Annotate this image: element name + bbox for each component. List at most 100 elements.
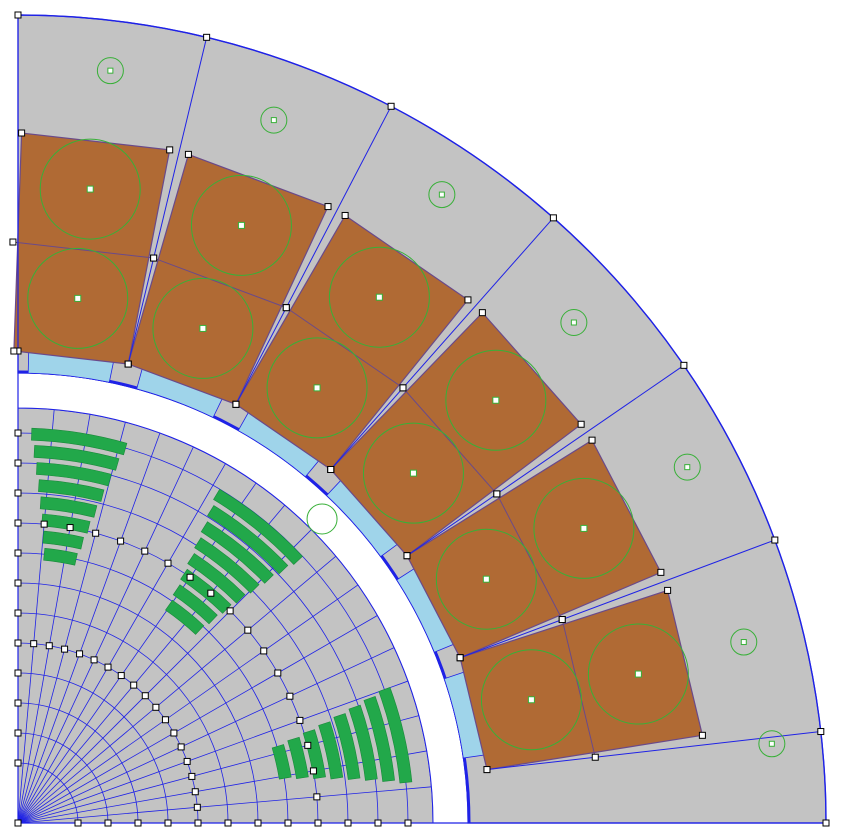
rotor-radial: [17, 680, 409, 824]
rotor-radial: [17, 715, 419, 824]
mesh-node: [344, 819, 352, 827]
magnet-bar: [363, 696, 395, 782]
conductor-circle: [435, 528, 537, 630]
magnet-bar: [194, 537, 260, 594]
mesh-node: [284, 819, 292, 827]
yoke-label-marker: [768, 740, 775, 747]
conductor-circle: [152, 277, 254, 379]
conductor-circle: [27, 247, 129, 349]
boundary-lines: [17, 14, 827, 824]
airgap-label-circle: [306, 503, 338, 535]
yoke-label-circle: [758, 730, 786, 758]
mesh-node: [170, 729, 178, 737]
magnet-bar: [333, 713, 361, 780]
block-labels: [74, 57, 786, 758]
yoke-label-marker: [107, 67, 114, 74]
magnet-bar: [287, 736, 309, 780]
magnet-bar: [38, 479, 105, 502]
mesh-node: [549, 214, 557, 222]
block-label-marker: [74, 294, 82, 302]
yoke-label-marker: [438, 191, 445, 198]
mesh-node: [141, 547, 149, 555]
magnet-bar: [200, 521, 274, 584]
mesh-node: [309, 767, 317, 775]
conductor-circle: [190, 174, 292, 276]
mesh-node: [244, 626, 252, 634]
mesh-node: [304, 741, 312, 749]
mesh-node: [104, 819, 112, 827]
mesh-node: [66, 524, 74, 532]
mesh-node: [483, 766, 491, 774]
mesh-node: [314, 819, 322, 827]
mesh-node: [817, 728, 825, 736]
outer-boundary: [17, 14, 827, 824]
mesh-node: [164, 559, 172, 567]
slot-divider: [285, 307, 404, 389]
mesh-node: [130, 681, 138, 689]
yoke-label-circle: [673, 453, 701, 481]
magnet-bar: [31, 427, 128, 456]
mesh-node: [282, 304, 290, 312]
block-label-marker: [492, 396, 500, 404]
mesh-node: [30, 640, 38, 648]
conductor-circle: [266, 337, 368, 439]
conductor-circle: [533, 477, 635, 579]
mesh-node: [14, 819, 22, 827]
mesh-node: [183, 757, 191, 765]
mesh-node: [14, 609, 22, 617]
magnet-bar: [187, 553, 246, 604]
mesh-node: [14, 429, 22, 437]
mesh-node: [150, 254, 158, 262]
yoke-label-circle: [560, 308, 588, 336]
mesh-node: [374, 819, 382, 827]
mesh-node: [161, 716, 169, 724]
tooth-boundary: [235, 106, 392, 405]
block-label-marker: [482, 575, 490, 583]
mesh-node: [464, 296, 472, 304]
block-label-marker: [409, 469, 417, 477]
block-label-marker: [634, 670, 642, 678]
mesh-node: [324, 203, 332, 211]
coil-slots: [12, 132, 704, 771]
rotor-magnets: [31, 427, 413, 784]
mesh-node: [191, 788, 199, 796]
yoke-label-marker: [570, 319, 577, 326]
mesh-node: [76, 650, 84, 658]
mesh-node: [577, 420, 585, 428]
rotor-radial: [17, 409, 55, 824]
mesh-node: [177, 743, 185, 751]
block-label-marker: [237, 221, 245, 229]
conductor-circle: [362, 422, 464, 524]
mesh-node: [14, 669, 22, 677]
mesh-node: [14, 579, 22, 587]
block-label-marker: [375, 293, 383, 301]
mesh-node: [184, 150, 192, 158]
mesh-node: [124, 360, 132, 368]
mesh-node: [558, 616, 566, 624]
magnet-bar: [36, 462, 112, 487]
mesh-node: [224, 819, 232, 827]
mesh-node: [14, 11, 22, 19]
yoke-label-marker: [684, 464, 691, 471]
mesh-node: [188, 772, 196, 780]
mesh-node: [680, 361, 688, 369]
mesh-node: [588, 436, 596, 444]
block-label-marker: [199, 324, 207, 332]
mesh-node: [226, 607, 234, 615]
mesh-node: [591, 753, 599, 761]
mesh-node: [166, 146, 174, 154]
rotor-radial: [17, 446, 194, 824]
magnet-bar: [43, 547, 78, 566]
slot-divider: [402, 387, 498, 495]
mesh-node: [14, 489, 22, 497]
tooth-boundary: [406, 364, 685, 557]
conductor-circle: [39, 138, 141, 240]
mesh-node: [9, 238, 17, 246]
mesh-node: [117, 672, 125, 680]
magnet-bar: [42, 530, 84, 550]
mesh-node: [186, 573, 194, 581]
mesh-node: [92, 529, 100, 537]
rotor-radial: [17, 422, 126, 824]
